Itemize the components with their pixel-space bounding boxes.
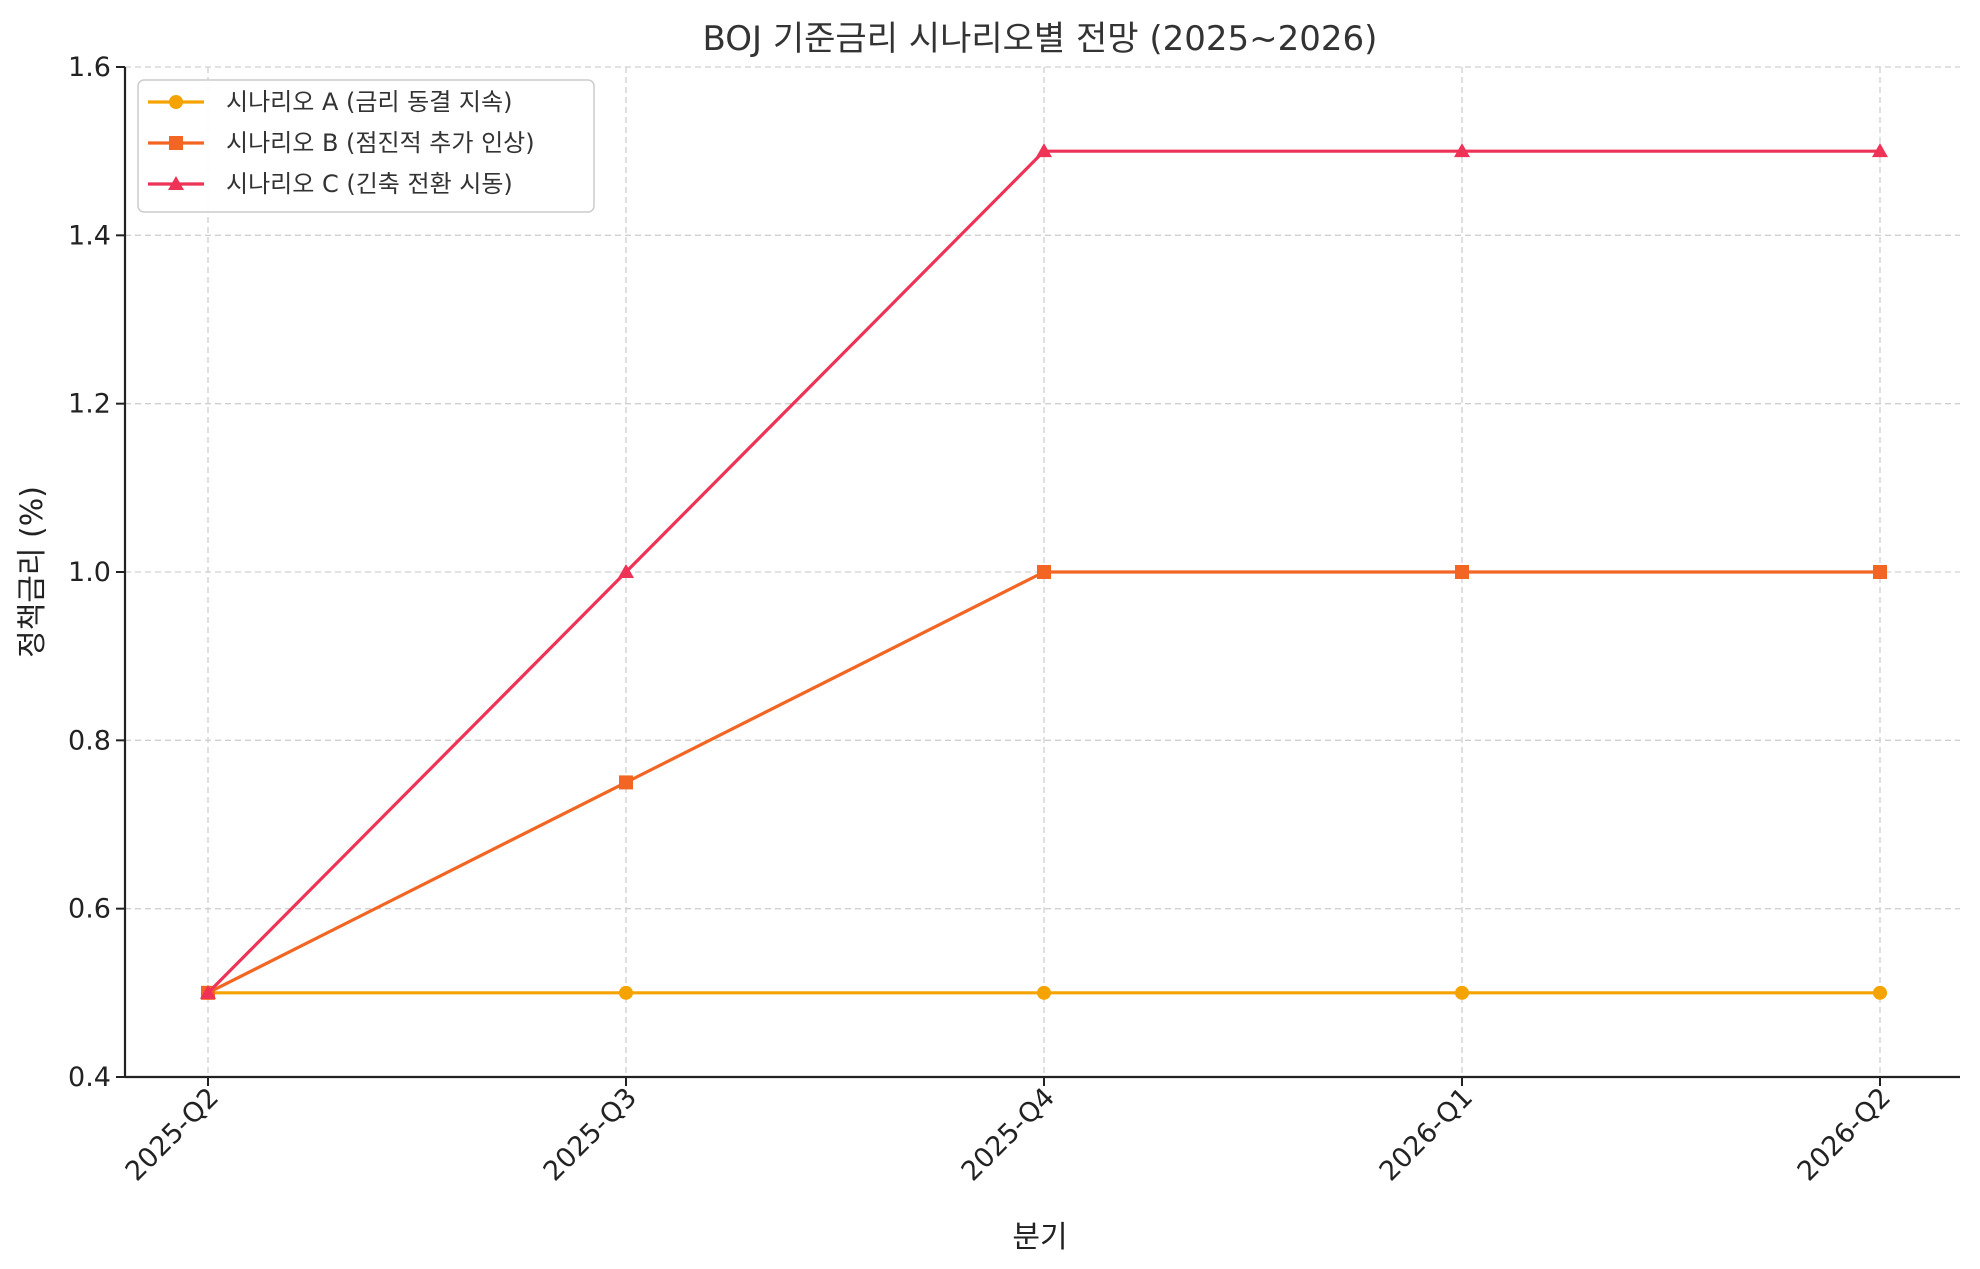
x-tick-label: 2026-Q2 (1792, 1082, 1897, 1187)
legend-swatch-marker (169, 95, 183, 109)
data-point (1873, 985, 1887, 1000)
y-tick-label: 1.2 (68, 389, 111, 420)
x-tick-label: 2026-Q1 (1374, 1082, 1479, 1187)
legend-box (137, 79, 595, 213)
data-point (1873, 565, 1887, 579)
legend-label: 시나리오 A (금리 동결 지속) (226, 88, 512, 116)
x-ticks: 2025-Q2 2025-Q3 2025-Q4 2026-Q1 2026-Q2 (120, 1077, 1897, 1187)
y-tick-label: 1.4 (68, 220, 111, 251)
y-tick-label: 0.4 (68, 1062, 111, 1093)
chart-title: BOJ 기준금리 시나리오별 전망 (2025~2026) (703, 19, 1378, 59)
legend-label: 시나리오 C (긴축 전환 시동) (226, 170, 513, 198)
data-point (1455, 985, 1469, 1000)
y-axis-title: 정책금리 (%) (15, 486, 50, 658)
y-tick-label: 1.6 (68, 52, 111, 83)
x-tick-label: 2025-Q3 (538, 1082, 643, 1187)
data-point (1037, 565, 1051, 579)
y-tick-label: 0.6 (68, 894, 111, 925)
legend-item: 시나리오 A (금리 동결 지속) (148, 88, 512, 116)
y-ticks: 0.4 0.6 0.8 1.0 1.2 1.4 1.6 (68, 52, 125, 1093)
data-point (619, 985, 633, 1000)
legend-label: 시나리오 B (점진적 추가 인상) (226, 129, 535, 157)
legend-item: 시나리오 C (긴축 전환 시동) (148, 170, 513, 198)
series-group (200, 143, 1888, 1000)
legend-swatch-marker (169, 136, 183, 150)
data-point (1036, 143, 1052, 158)
data-point (1037, 985, 1051, 1000)
series-c (200, 143, 1888, 999)
legend-item: 시나리오 B (점진적 추가 인상) (148, 129, 535, 157)
data-point (1455, 565, 1469, 579)
data-point (618, 564, 634, 578)
y-tick-label: 1.0 (68, 557, 111, 588)
x-tick-label: 2025-Q2 (120, 1082, 225, 1187)
y-tick-label: 0.8 (68, 725, 111, 756)
series-a (201, 985, 1887, 1000)
data-point (1872, 143, 1888, 158)
data-point (619, 775, 633, 790)
x-tick-label: 2025-Q4 (956, 1082, 1061, 1187)
legend: 시나리오 A (금리 동결 지속) 시나리오 B (점진적 추가 인상) 시나리오 … (137, 79, 595, 213)
x-axis-title: 분기 (1012, 1220, 1067, 1255)
data-point (1454, 143, 1470, 158)
data-point (200, 984, 216, 999)
legend-swatch-marker (168, 176, 184, 190)
